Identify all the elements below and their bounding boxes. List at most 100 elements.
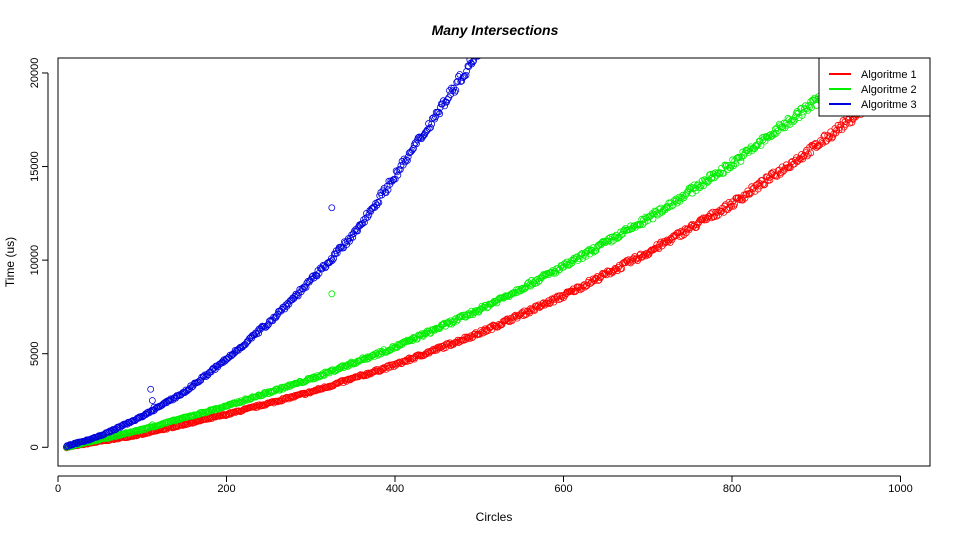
x-tick-label: 800 — [723, 483, 741, 495]
data-point — [709, 208, 717, 216]
y-tick-label: 20000 — [29, 58, 41, 89]
data-point — [737, 157, 745, 165]
data-point — [498, 321, 506, 329]
data-point — [458, 77, 466, 85]
data-point — [398, 157, 406, 165]
data-point — [639, 221, 647, 228]
data-point — [379, 366, 387, 373]
data-point — [401, 338, 409, 346]
data-point — [472, 51, 478, 57]
data-point — [427, 124, 434, 131]
x-tick-label: 200 — [217, 483, 235, 495]
data-point — [741, 194, 749, 202]
y-axis: 0 5000 10000 15000 20000 — [29, 58, 49, 450]
data-point — [223, 411, 231, 418]
data-point — [178, 390, 186, 398]
data-point — [668, 202, 676, 210]
data-point — [617, 231, 625, 239]
x-axis: 0 200 400 600 800 1000 — [55, 475, 913, 495]
data-point — [139, 426, 147, 433]
data-point — [881, 42, 887, 48]
data-point — [883, 49, 889, 55]
data-point — [302, 283, 310, 291]
data-point — [575, 255, 583, 263]
data-point — [462, 71, 470, 79]
data-point — [828, 134, 836, 142]
data-point — [625, 258, 633, 266]
data-point — [282, 301, 290, 309]
data-point — [635, 254, 642, 262]
data-point — [444, 96, 451, 104]
data-point — [610, 237, 617, 244]
data-point — [182, 386, 190, 394]
data-point — [406, 149, 414, 156]
data-point — [693, 221, 701, 229]
data-point — [360, 216, 367, 224]
plot-frame — [57, 57, 931, 467]
data-point — [240, 406, 247, 414]
data-point — [283, 303, 291, 310]
data-point — [447, 91, 454, 98]
data-point — [328, 257, 336, 264]
data-point — [263, 400, 271, 408]
data-point — [593, 272, 601, 280]
data-point — [399, 339, 407, 346]
data-point — [425, 120, 432, 127]
data-point — [471, 330, 479, 338]
data-point — [650, 246, 658, 253]
data-point — [790, 118, 797, 125]
data-point — [885, 47, 891, 53]
data-point — [793, 108, 801, 115]
outlier-point — [328, 290, 336, 298]
data-point — [432, 345, 440, 353]
series-3 — [63, 48, 482, 451]
data-points — [62, 40, 896, 452]
data-point — [428, 120, 436, 128]
data-point — [461, 72, 469, 80]
data-point — [885, 40, 891, 46]
data-point — [720, 169, 728, 177]
data-point — [195, 378, 203, 386]
data-point — [680, 231, 688, 239]
outlier-point — [148, 421, 156, 429]
data-point — [713, 212, 721, 220]
data-point — [349, 233, 357, 241]
data-point — [314, 385, 322, 392]
data-point — [352, 373, 360, 381]
data-point — [579, 282, 587, 290]
data-point — [785, 116, 793, 124]
data-point — [108, 427, 116, 435]
data-point — [255, 329, 263, 337]
data-point — [513, 288, 521, 296]
data-point — [454, 77, 462, 85]
data-point — [473, 306, 481, 314]
data-point — [450, 84, 458, 92]
data-point — [252, 329, 259, 337]
data-point — [429, 345, 437, 353]
data-point — [581, 283, 589, 291]
data-point — [185, 420, 193, 428]
data-point — [510, 313, 517, 321]
data-point — [690, 181, 698, 189]
data-point — [501, 317, 509, 325]
data-point — [469, 58, 477, 66]
data-point — [214, 405, 222, 413]
data-point — [695, 184, 703, 192]
data-point — [688, 189, 696, 197]
data-point — [560, 294, 568, 301]
legend-label: Algoritme 3 — [861, 99, 917, 111]
data-point — [675, 193, 683, 201]
data-point — [699, 214, 707, 222]
data-point — [799, 155, 807, 163]
data-point — [588, 247, 596, 255]
data-point — [649, 215, 657, 223]
data-point — [440, 319, 448, 327]
data-point — [708, 174, 716, 181]
data-point — [473, 48, 479, 54]
data-point — [167, 418, 174, 426]
data-point — [248, 395, 255, 402]
x-axis-label: Circles — [476, 510, 513, 524]
data-point — [607, 238, 615, 246]
data-point — [807, 149, 815, 157]
data-point — [613, 235, 621, 243]
